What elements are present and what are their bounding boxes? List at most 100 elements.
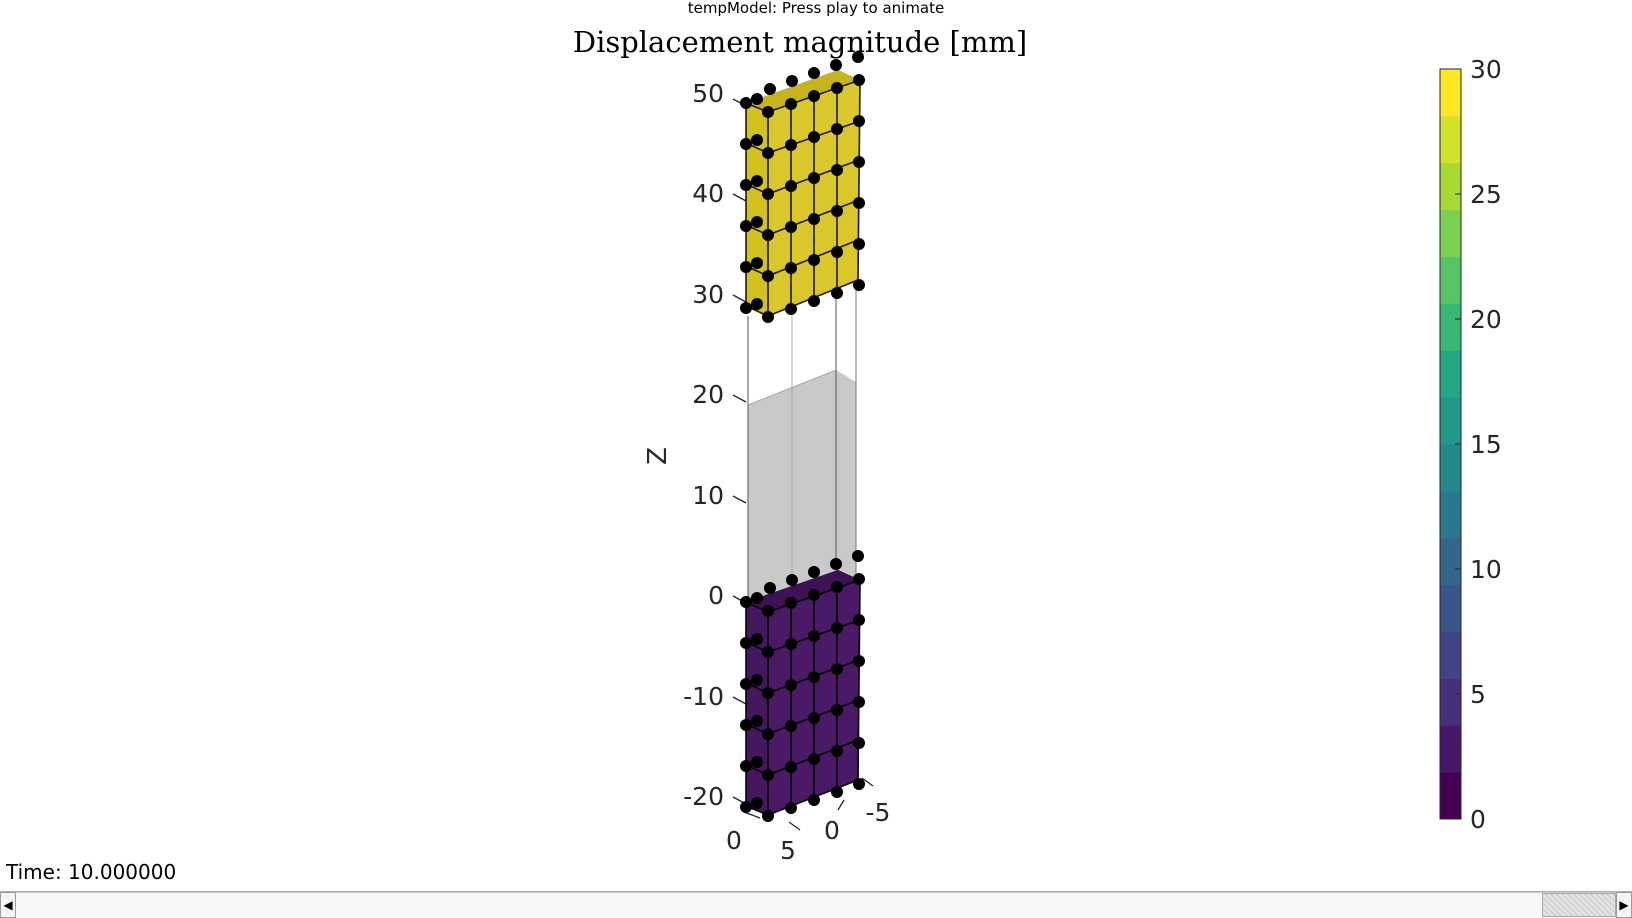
mesh-nodes [740, 51, 865, 822]
z-tick-label: -20 [683, 782, 724, 811]
mesh-node [853, 614, 865, 626]
mesh-node [808, 295, 820, 307]
mesh-node [785, 802, 797, 814]
mesh-node [762, 646, 774, 658]
mesh-node [808, 630, 820, 642]
mesh-node [831, 581, 843, 593]
mesh-node [785, 180, 797, 192]
mesh-node [764, 582, 776, 594]
z-tick-label: 50 [692, 79, 724, 108]
mesh-node [740, 719, 752, 731]
mesh-node [751, 216, 763, 228]
scrollbar-track[interactable] [16, 892, 1616, 918]
colorbar-band [1440, 631, 1461, 679]
mesh-node [831, 246, 843, 258]
mesh-node [751, 674, 763, 686]
mesh-node [853, 197, 865, 209]
z-tick-label: 10 [692, 481, 724, 510]
mesh-node [751, 257, 763, 269]
colorbar-band [1440, 69, 1461, 117]
animation-scrollbar[interactable]: ◀ ▶ [0, 891, 1632, 918]
colorbar-band [1440, 162, 1461, 211]
mesh-node [785, 221, 797, 233]
mesh-node [853, 655, 865, 667]
mesh-node [785, 139, 797, 151]
mesh-node [808, 254, 820, 266]
mesh-node [831, 663, 843, 675]
mesh-node [785, 679, 797, 691]
plot-title: Displacement magnitude [mm] [573, 25, 1027, 59]
mesh-node [762, 687, 774, 699]
mesh-node [762, 769, 774, 781]
mesh-node [785, 761, 797, 773]
mesh-node [808, 172, 820, 184]
mesh-node [853, 737, 865, 749]
mesh-node [808, 753, 820, 765]
mesh-node [831, 205, 843, 217]
y-tick-label: -5 [866, 798, 891, 827]
mesh-node [853, 279, 865, 291]
y-tick-label: 0 [824, 816, 840, 845]
mesh-node [830, 558, 842, 570]
x-tick-label: 0 [726, 826, 742, 855]
mesh-node [740, 760, 752, 772]
colorbar-band [1440, 725, 1461, 773]
mesh-node [762, 106, 774, 118]
mesh-node [751, 715, 763, 727]
xy-axis-ticks [743, 777, 874, 831]
z-tick-labels: 50 40 30 20 10 0 -10 -20 [683, 79, 724, 811]
mesh-node [831, 164, 843, 176]
mesh-node [786, 574, 798, 586]
mesh-node [831, 745, 843, 757]
mesh-node [762, 605, 774, 617]
mesh-node [785, 262, 797, 274]
mesh-node [808, 712, 820, 724]
z-tick-label: 40 [692, 179, 724, 208]
scroll-right-arrow-icon[interactable]: ▶ [1616, 892, 1632, 918]
colorbar-tick-label: 25 [1470, 180, 1502, 209]
x-tick-label: 5 [780, 836, 796, 865]
mesh-node [751, 756, 763, 768]
mesh-node [830, 59, 842, 71]
mesh-node [785, 303, 797, 315]
scrollbar-thumb[interactable] [1542, 893, 1616, 917]
mesh-node [808, 671, 820, 683]
mesh-node [831, 704, 843, 716]
colorbar-band [1440, 397, 1461, 445]
mesh-node [808, 213, 820, 225]
mesh-node [808, 131, 820, 143]
mesh-node [762, 147, 774, 159]
gap-region [747, 284, 857, 610]
mesh-node [740, 801, 752, 813]
mesh-node [762, 188, 774, 200]
z-tick-label: -10 [683, 682, 724, 711]
colorbar-tick-label: 0 [1470, 805, 1486, 834]
mesh-node [785, 597, 797, 609]
mesh-node [740, 179, 752, 191]
colorbar-tick-label: 20 [1470, 305, 1502, 334]
mesh-node [808, 794, 820, 806]
colorbar-band [1440, 303, 1461, 351]
colorbar-tick-label: 30 [1470, 55, 1502, 84]
mesh-node [808, 566, 820, 578]
colorbar-band [1440, 490, 1461, 539]
mesh-node [853, 115, 865, 127]
mesh-node [751, 592, 763, 604]
mesh-node [751, 298, 763, 310]
mesh-node [762, 270, 774, 282]
scroll-left-arrow-icon[interactable]: ◀ [0, 892, 16, 918]
colorbar-band [1440, 115, 1461, 164]
mesh-node [762, 229, 774, 241]
mesh-node [853, 696, 865, 708]
mesh-node [831, 786, 843, 798]
colorbar-tick-label: 5 [1470, 680, 1486, 709]
mesh-node [853, 778, 865, 790]
mesh-node [785, 98, 797, 110]
mesh-node [751, 797, 763, 809]
mesh-node [786, 75, 798, 87]
mesh-node [764, 83, 776, 95]
mesh-node [852, 51, 864, 63]
mesh-node [751, 134, 763, 146]
mesh-node [740, 596, 752, 608]
